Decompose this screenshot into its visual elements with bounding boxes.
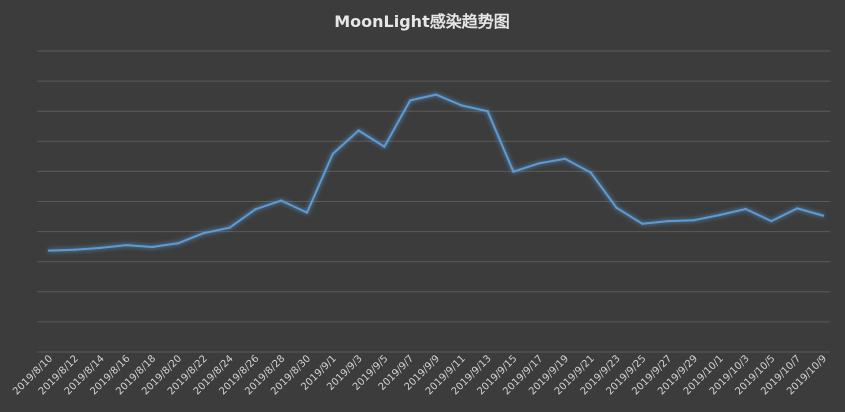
data-point — [460, 104, 463, 107]
series-line — [48, 93, 824, 252]
x-axis-ticks: 2019/8/102019/8/122019/8/142019/8/162019… — [11, 353, 829, 397]
data-point — [176, 242, 180, 245]
data-point — [486, 110, 489, 113]
chart-title: MoonLight感染趋势图 — [334, 12, 509, 31]
data-point — [770, 219, 773, 223]
data-point — [641, 222, 644, 225]
data-point — [99, 246, 102, 250]
data-point — [331, 152, 334, 156]
data-point — [305, 211, 309, 214]
data-point — [357, 129, 360, 132]
data-point — [202, 231, 205, 235]
data-point — [228, 226, 231, 229]
data-point — [47, 249, 51, 252]
data-point — [254, 208, 257, 211]
data-point — [151, 245, 154, 249]
data-point — [280, 199, 283, 202]
data-point — [434, 93, 438, 96]
data-point — [589, 171, 592, 174]
data-point — [409, 99, 412, 102]
series-layer — [47, 93, 825, 252]
data-point — [718, 213, 721, 217]
data-point — [615, 206, 618, 209]
data-point — [383, 145, 386, 148]
gridlines — [37, 50, 830, 353]
data-point — [512, 170, 515, 173]
data-point — [563, 157, 567, 160]
data-point — [821, 214, 825, 217]
data-point — [667, 219, 670, 223]
data-point — [692, 219, 696, 222]
data-point — [744, 207, 747, 211]
data-point — [796, 207, 799, 210]
data-point — [538, 162, 541, 165]
data-point — [73, 248, 77, 251]
data-point — [125, 243, 128, 247]
